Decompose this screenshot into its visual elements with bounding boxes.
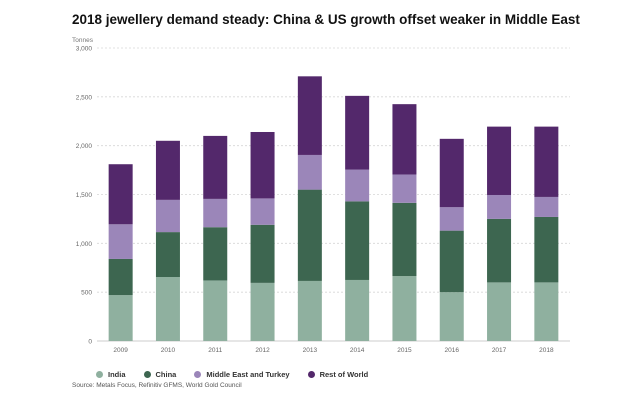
- bar-segment: [203, 227, 228, 281]
- y-tick-label: 3,000: [76, 46, 93, 53]
- bar-segment: [108, 258, 133, 296]
- legend-swatch: [194, 371, 202, 378]
- bar-segment: [345, 169, 370, 202]
- bar-segment: [250, 282, 275, 341]
- bar-segment: [297, 280, 322, 341]
- bar-segment: [155, 277, 180, 341]
- y-tick-label: 2,000: [76, 143, 93, 150]
- bar-segment: [297, 189, 322, 281]
- bar-segment: [250, 131, 275, 199]
- bar-segment: [155, 199, 180, 233]
- bar-segment: [534, 196, 559, 217]
- legend: India China Middle East and Turkey Rest of …: [96, 370, 368, 379]
- bar-segment: [392, 202, 417, 277]
- y-tick-label: 1,500: [76, 192, 93, 199]
- bar-segment: [439, 230, 464, 293]
- source-note: Source: Metals Focus, Refinitiv GFMS, Wo…: [72, 382, 242, 389]
- x-tick-label: 2015: [397, 347, 412, 354]
- legend-swatch: [143, 371, 151, 378]
- x-tick-label: 2016: [445, 347, 460, 354]
- bar-segment: [534, 282, 559, 341]
- x-tick-label: 2009: [113, 347, 128, 354]
- legend-label: Rest of World: [319, 370, 369, 379]
- bar-segment: [439, 138, 464, 208]
- x-tick-label: 2010: [161, 347, 176, 354]
- bar-segment: [108, 295, 133, 341]
- legend-item: Middle East and Turkey: [194, 370, 290, 379]
- y-axis-label: Tonnes: [72, 37, 93, 44]
- bar-segment: [108, 224, 133, 259]
- legend-label: China: [155, 370, 177, 379]
- bar-segment: [534, 216, 559, 283]
- bar-segment: [203, 198, 228, 228]
- bar-segment: [439, 207, 464, 231]
- legend-swatch: [96, 371, 103, 378]
- chart-title: 2018 jewellery demand steady: China & US…: [72, 12, 580, 27]
- bar-segment: [534, 126, 559, 197]
- legend-item: India: [96, 370, 126, 379]
- bar-segment: [108, 164, 133, 225]
- bar-segment: [392, 174, 417, 203]
- bar-segment: [487, 218, 512, 283]
- bar-segment: [487, 194, 512, 219]
- legend-item: China: [143, 370, 177, 379]
- bar-segment: [250, 198, 275, 225]
- x-tick-label: 2017: [492, 347, 507, 354]
- bar-segment: [345, 95, 370, 170]
- bar-segment: [345, 201, 370, 280]
- y-tick-label: 500: [81, 290, 92, 297]
- x-tick-label: 2011: [208, 347, 222, 354]
- legend-swatch: [307, 371, 315, 378]
- bar-segment: [297, 154, 322, 190]
- bar-segment: [392, 276, 417, 341]
- x-tick-label: 2012: [255, 347, 270, 354]
- x-tick-label: 2014: [350, 347, 365, 354]
- bar-segment: [439, 292, 464, 341]
- bar-segment: [345, 279, 370, 341]
- bar-segment: [297, 76, 322, 155]
- legend-label: Middle East and Turkey: [206, 370, 290, 379]
- bar-segment: [487, 126, 512, 195]
- x-tick-label: 2018: [539, 347, 554, 354]
- bar-segment: [392, 104, 417, 175]
- y-tick-label: 1,000: [76, 241, 93, 248]
- bar-segment: [203, 280, 228, 341]
- bar-segment: [203, 135, 228, 199]
- legend-item: Rest of World: [307, 370, 369, 379]
- y-tick-label: 0: [88, 339, 92, 346]
- bar-segment: [487, 282, 512, 341]
- y-tick-label: 2,500: [76, 94, 93, 101]
- bar-segment: [155, 140, 180, 200]
- bar-segment: [250, 224, 275, 283]
- bar-segment: [155, 232, 180, 278]
- x-tick-label: 2013: [303, 347, 318, 354]
- legend-label: India: [108, 370, 126, 379]
